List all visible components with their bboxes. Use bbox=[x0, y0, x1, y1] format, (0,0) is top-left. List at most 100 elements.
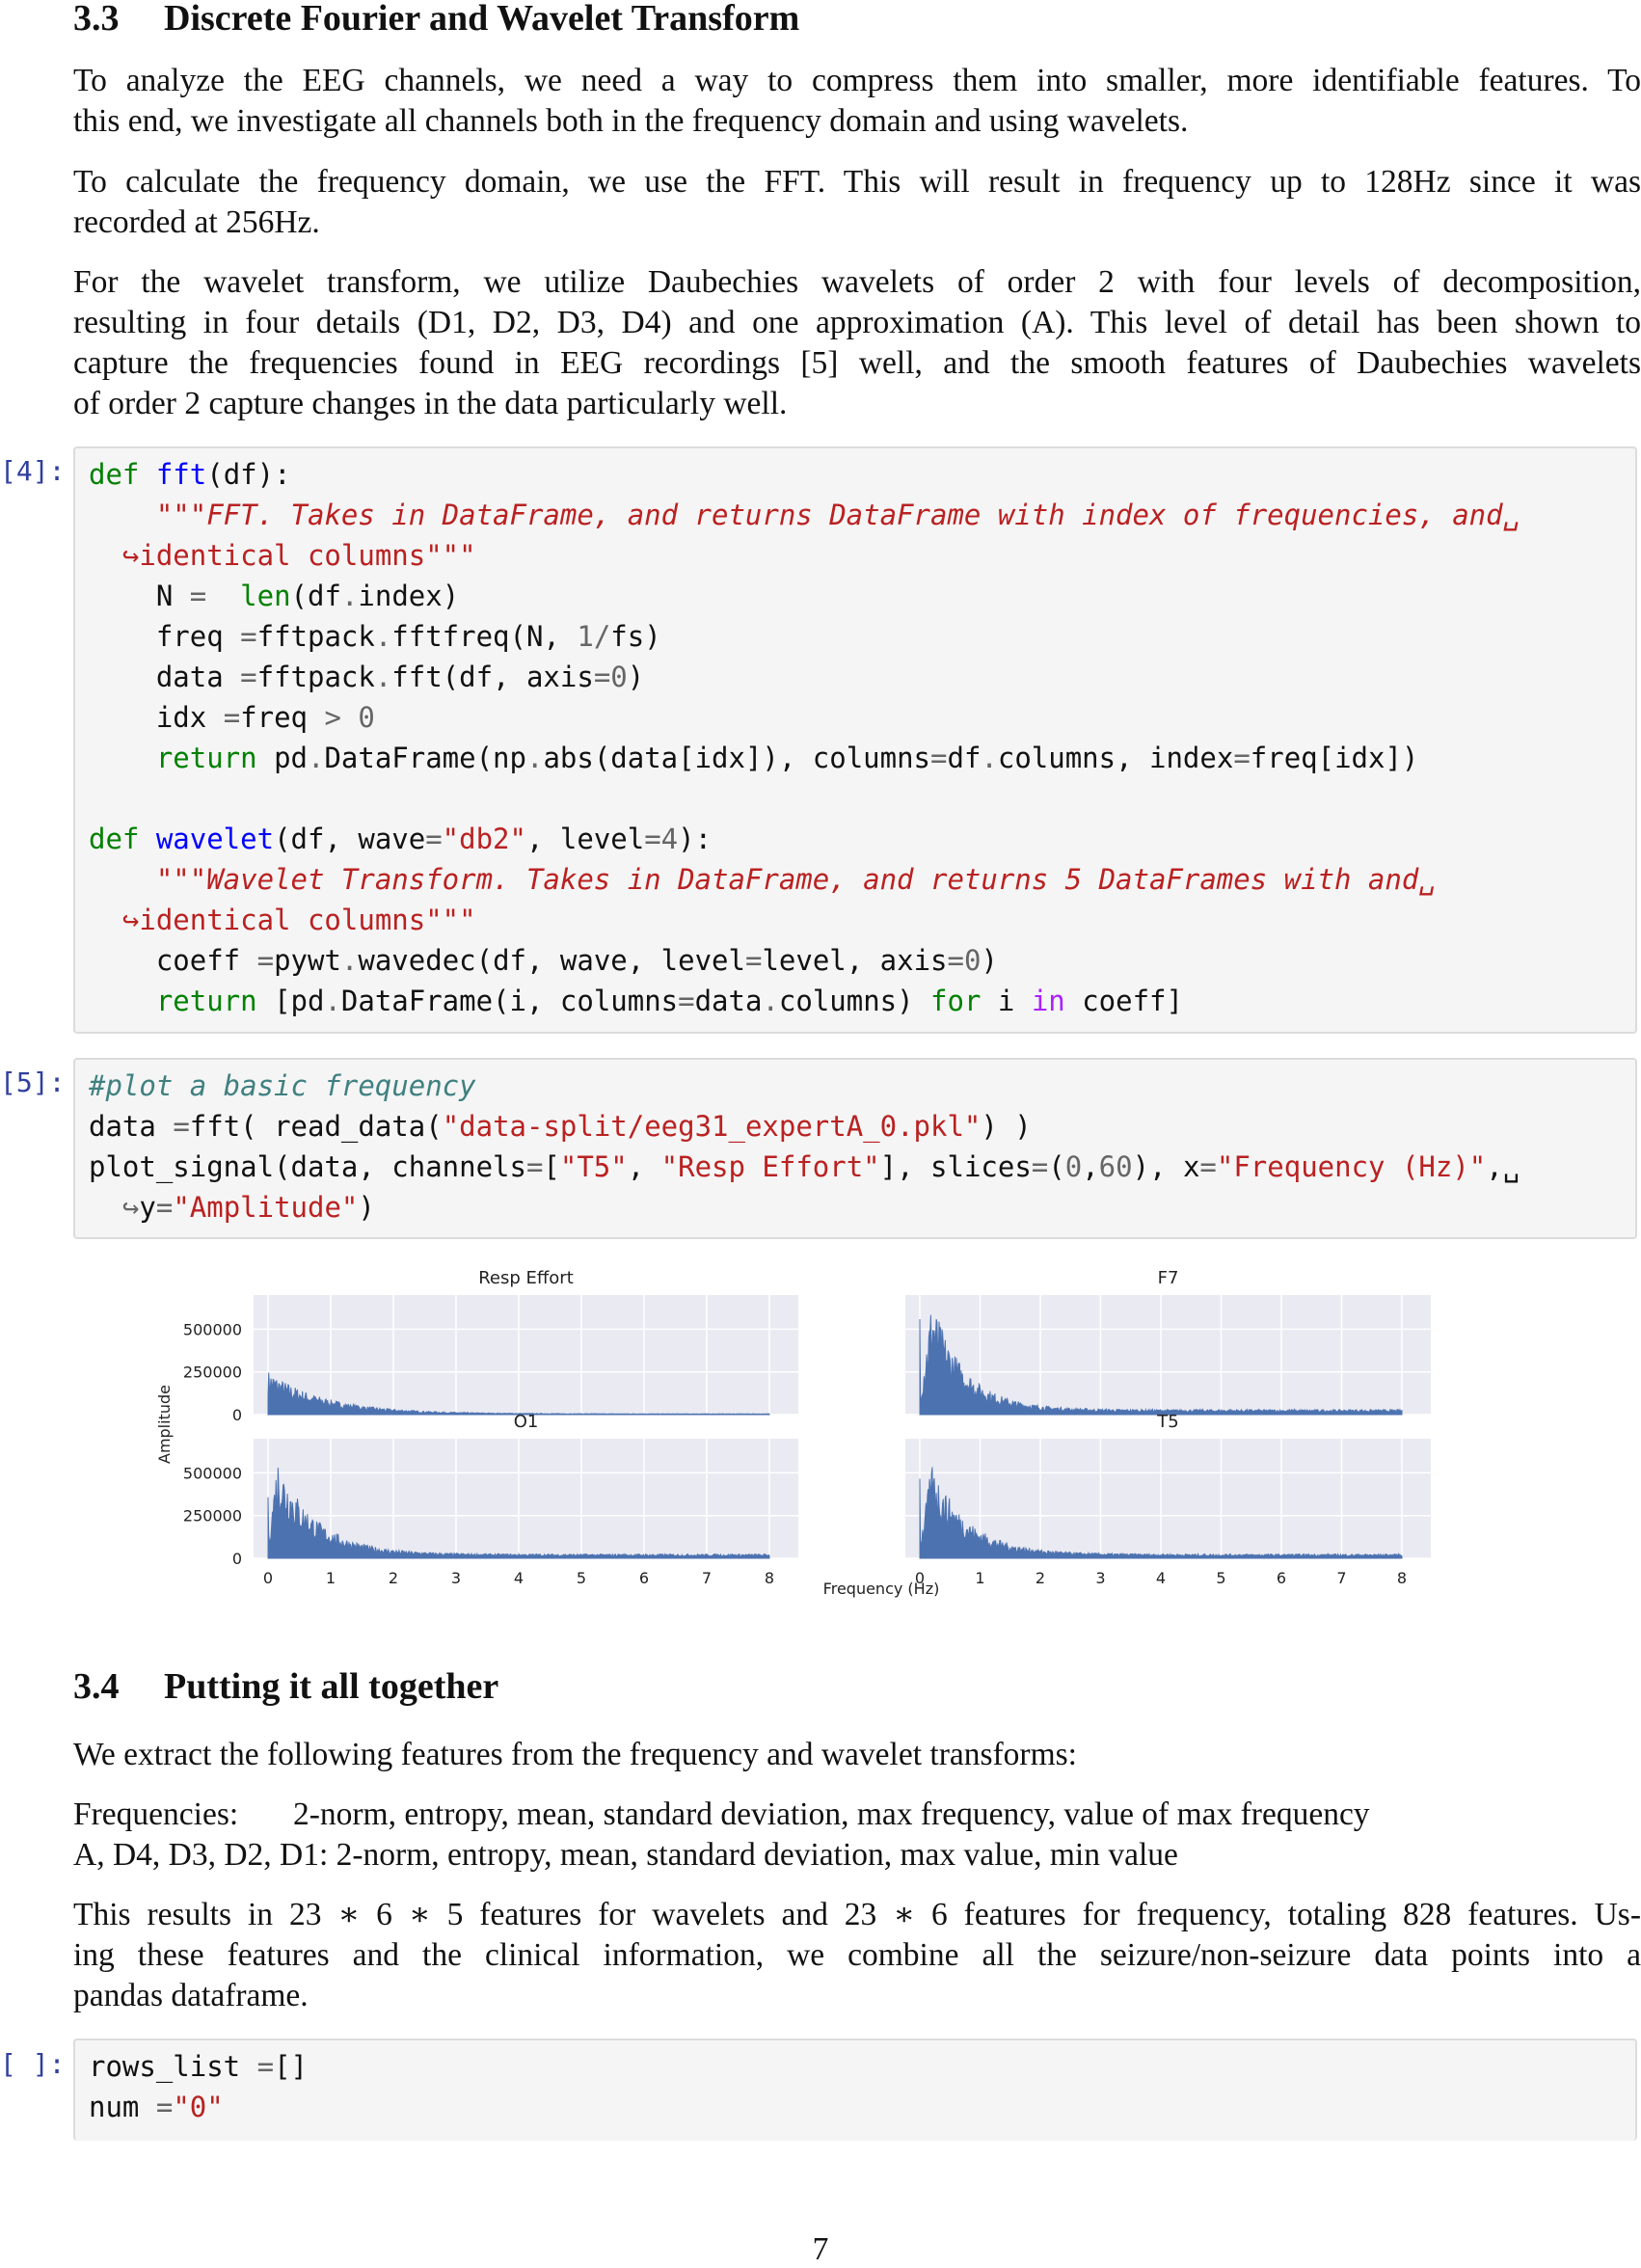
code-line: data =fft( read_data("data-split/eeg31_e… bbox=[89, 1110, 1032, 1143]
section-title: Putting it all together bbox=[164, 1666, 499, 1707]
feature-list: Frequencies: 2-norm, entropy, mean, stand… bbox=[73, 1795, 1370, 1876]
x-tick-label: 2 bbox=[389, 1569, 398, 1587]
code-block: rows_list =[] num ="0" bbox=[89, 2046, 308, 2127]
code-line: return [pd.DataFrame(i, columns=data.col… bbox=[155, 985, 1183, 1017]
feature-text: 2-norm, entropy, mean, standard deviatio… bbox=[336, 1837, 1178, 1873]
code-line: rows_list =[] bbox=[89, 2050, 308, 2083]
feature-label: A, D4, D3, D2, D1: bbox=[73, 1837, 329, 1873]
x-tick-label: 6 bbox=[639, 1569, 649, 1587]
feature-row-frequencies: Frequencies: 2-norm, entropy, mean, stand… bbox=[73, 1795, 1370, 1835]
x-tick-label: 8 bbox=[765, 1569, 774, 1587]
subplot-title: Resp Effort bbox=[478, 1268, 574, 1288]
cell-prompt: [4]: bbox=[0, 455, 66, 487]
subplot-title: O1 bbox=[514, 1412, 539, 1432]
paragraph-feature-count: This results in 23 ∗ 6 ∗ 5 features for … bbox=[73, 1895, 1641, 2016]
subplot-title: T5 bbox=[1156, 1412, 1178, 1432]
code-line: data =fftpack.fft(df, axis=0) bbox=[89, 661, 645, 693]
y-tick-label: 500000 bbox=[183, 1320, 242, 1338]
paragraph-wavelet: For the wavelet transform, we utilize Da… bbox=[73, 262, 1641, 424]
text-line: capture the frequencies found in EEG rec… bbox=[73, 345, 1641, 381]
text-line: this end, we investigate all channels bo… bbox=[73, 103, 1189, 139]
series-area-f7 bbox=[919, 1314, 1403, 1416]
text-line: For the wavelet transform, we utilize Da… bbox=[73, 264, 1641, 300]
x-tick-label: 1 bbox=[975, 1569, 984, 1587]
code-line: ↪identical columns""" bbox=[121, 539, 476, 572]
y-tick-label: 0 bbox=[232, 1550, 242, 1568]
code-line: def wavelet(df, wave="db2", level=4): bbox=[89, 823, 713, 855]
subplot-title: F7 bbox=[1158, 1268, 1179, 1288]
code-line bbox=[89, 778, 1520, 819]
code-block: def fft(df): """FFT. Takes in DataFrame,… bbox=[89, 454, 1520, 1021]
x-axis-label: Frequency (Hz) bbox=[823, 1580, 940, 1598]
x-tick-label: 0 bbox=[263, 1569, 273, 1587]
text-line: of order 2 capture changes in the data p… bbox=[73, 386, 788, 421]
text-line: To calculate the frequency domain, we us… bbox=[73, 164, 1641, 200]
section-number: 3.4 bbox=[73, 1666, 120, 1707]
code-line: coeff =pywt.wavedec(df, wave, level=leve… bbox=[89, 944, 998, 977]
chart-svg: Resp Effort 0 250000 500000 F7 O1 0 250000 50000… bbox=[155, 1268, 1431, 1598]
y-tick-label: 250000 bbox=[183, 1364, 242, 1382]
code-line: ↪identical columns""" bbox=[121, 904, 476, 936]
code-line: num ="0" bbox=[89, 2091, 224, 2123]
cell-prompt: [5]: bbox=[0, 1066, 66, 1098]
code-line: plot_signal(data, channels=["T5", "Resp … bbox=[89, 1150, 1520, 1183]
x-tick-label: 4 bbox=[1156, 1569, 1166, 1587]
section-title: Discrete Fourier and Wavelet Transform bbox=[164, 0, 800, 39]
x-tick-label: 4 bbox=[514, 1569, 524, 1587]
text-line: recorded at 256Hz. bbox=[73, 204, 320, 240]
text-line: To analyze the EEG channels, we need a w… bbox=[73, 63, 1641, 98]
code-line: """Wavelet Transform. Takes in DataFrame… bbox=[155, 863, 1436, 896]
plot-panel-background bbox=[254, 1439, 798, 1558]
code-line: N = len(df.index) bbox=[89, 580, 460, 612]
text-line: We extract the following features from t… bbox=[73, 1737, 1077, 1772]
code-line: return pd.DataFrame(np.abs(data[idx]), c… bbox=[155, 742, 1419, 774]
code-cell-rows-list[interactable]: rows_list =[] num ="0" bbox=[73, 2038, 1637, 2141]
y-tick-label: 0 bbox=[232, 1406, 242, 1424]
y-tick-label: 250000 bbox=[183, 1507, 242, 1526]
code-line: idx =freq > 0 bbox=[89, 701, 375, 734]
code-line: #plot a basic frequency bbox=[89, 1069, 476, 1102]
code-cell-plot[interactable]: #plot a basic frequency data =fft( read_d… bbox=[73, 1058, 1637, 1239]
code-line: def fft(df): bbox=[89, 458, 291, 491]
x-tick-label: 2 bbox=[1036, 1569, 1045, 1587]
frequency-plot-figure: Resp Effort 0 250000 500000 F7 O1 0 250000 50000… bbox=[154, 1258, 1562, 1606]
feature-label: Frequencies: bbox=[73, 1796, 239, 1832]
code-line: freq =fftpack.fftfreq(N, 1/fs) bbox=[89, 620, 661, 653]
x-tick-label: 6 bbox=[1277, 1569, 1286, 1587]
x-tick-label: 1 bbox=[326, 1569, 336, 1587]
x-tick-label: 5 bbox=[577, 1569, 586, 1587]
cell-prompt: [ ]: bbox=[0, 2048, 66, 2080]
series-area-resp-effort bbox=[267, 1372, 770, 1416]
plot-panel-background bbox=[254, 1295, 798, 1415]
feature-row-wavelets: A, D4, D3, D2, D1: 2-norm, entropy, mean… bbox=[73, 1835, 1370, 1876]
x-tick-label: 3 bbox=[451, 1569, 461, 1587]
x-tick-label: 8 bbox=[1397, 1569, 1407, 1587]
code-cell-fft-wavelet[interactable]: def fft(df): """FFT. Takes in DataFrame,… bbox=[73, 446, 1637, 1034]
feature-text: 2-norm, entropy, mean, standard deviatio… bbox=[293, 1796, 1370, 1832]
x-tick-label: 5 bbox=[1216, 1569, 1225, 1587]
x-tick-label: 7 bbox=[1336, 1569, 1346, 1587]
page-number: 7 bbox=[812, 2231, 829, 2267]
text-line: This results in 23 ∗ 6 ∗ 5 features for … bbox=[73, 1897, 1641, 1932]
series-area-t5 bbox=[919, 1467, 1403, 1559]
y-axis-label: Amplitude bbox=[155, 1385, 174, 1464]
code-block: #plot a basic frequency data =fft( read_d… bbox=[89, 1066, 1520, 1228]
y-tick-label: 500000 bbox=[183, 1464, 242, 1482]
x-tick-label: 3 bbox=[1095, 1569, 1105, 1587]
series-area-o1 bbox=[267, 1467, 770, 1559]
text-line: resulting in four details (D1, D2, D3, D… bbox=[73, 305, 1641, 340]
code-line: ↪y="Amplitude") bbox=[121, 1191, 375, 1224]
paragraph-intro: To analyze the EEG channels, we need a w… bbox=[73, 61, 1641, 142]
paragraph-fft: To calculate the frequency domain, we us… bbox=[73, 162, 1641, 243]
text-line: ing these features and the clinical info… bbox=[73, 1937, 1641, 1973]
code-line: """FFT. Takes in DataFrame, and returns … bbox=[155, 499, 1520, 531]
x-tick-label: 7 bbox=[702, 1569, 712, 1587]
paragraph-features-intro: We extract the following features from t… bbox=[73, 1735, 1641, 1775]
section-heading-3-4: 3.4 Putting it all together bbox=[73, 1666, 498, 1707]
x-tick-label: 0 bbox=[915, 1569, 925, 1587]
plot-panel-background bbox=[905, 1295, 1431, 1415]
section-heading-3-3: 3.3 Discrete Fourier and Wavelet Transfor… bbox=[73, 0, 799, 39]
plot-panel-background bbox=[905, 1439, 1431, 1558]
text-line: pandas dataframe. bbox=[73, 1978, 309, 2013]
section-number: 3.3 bbox=[73, 0, 120, 39]
